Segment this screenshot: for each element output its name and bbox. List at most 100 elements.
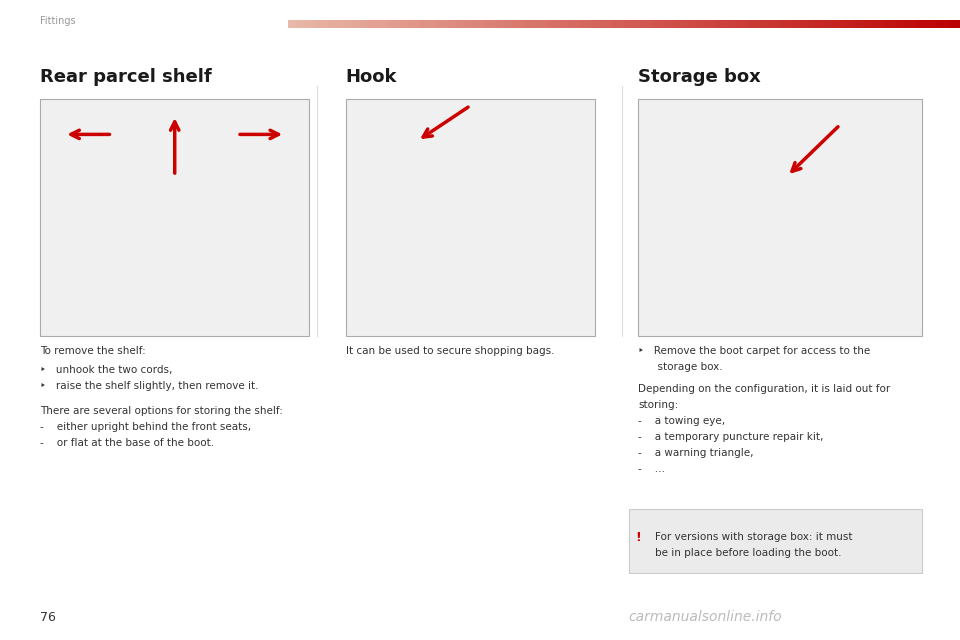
Bar — [300, 20, 305, 28]
Bar — [462, 20, 468, 28]
Bar — [753, 20, 759, 28]
Bar — [843, 20, 849, 28]
Bar — [490, 20, 496, 28]
Bar — [630, 20, 636, 28]
Bar — [943, 20, 949, 28]
Bar — [932, 20, 939, 28]
Bar — [294, 20, 300, 28]
Bar — [444, 20, 451, 28]
Bar — [333, 20, 340, 28]
Bar — [367, 20, 372, 28]
Bar — [798, 20, 804, 28]
Bar — [641, 20, 647, 28]
Bar — [719, 20, 726, 28]
Bar — [926, 20, 933, 28]
Bar — [674, 20, 681, 28]
Bar — [573, 20, 580, 28]
Bar — [484, 20, 491, 28]
Text: Rear parcel shelf: Rear parcel shelf — [40, 68, 212, 86]
Bar — [904, 20, 910, 28]
Text: ‣   unhook the two cords,: ‣ unhook the two cords, — [40, 365, 173, 375]
Bar — [826, 20, 832, 28]
Bar — [697, 20, 704, 28]
Bar — [865, 20, 872, 28]
Bar — [747, 20, 754, 28]
Bar — [507, 20, 513, 28]
Bar — [411, 20, 418, 28]
Text: -    a warning triangle,: - a warning triangle, — [638, 448, 754, 458]
Text: For versions with storage box: it must: For versions with storage box: it must — [655, 532, 852, 543]
Bar — [713, 20, 720, 28]
Bar — [540, 20, 546, 28]
Bar — [377, 20, 384, 28]
Bar — [725, 20, 732, 28]
Bar — [551, 20, 558, 28]
Bar — [848, 20, 854, 28]
Bar — [529, 20, 536, 28]
Bar — [731, 20, 737, 28]
Bar — [780, 20, 787, 28]
Text: ‣   Remove the boot carpet for access to the: ‣ Remove the boot carpet for access to t… — [638, 346, 871, 356]
Bar — [439, 20, 445, 28]
Bar — [310, 20, 317, 28]
Bar — [428, 20, 435, 28]
Bar — [804, 20, 810, 28]
Bar — [814, 20, 821, 28]
Bar — [853, 20, 860, 28]
Bar — [456, 20, 463, 28]
Bar — [741, 20, 748, 28]
Bar — [899, 20, 905, 28]
Bar — [596, 20, 603, 28]
Bar — [636, 20, 641, 28]
Bar — [316, 20, 323, 28]
Bar — [400, 20, 406, 28]
Bar — [669, 20, 675, 28]
Bar — [450, 20, 457, 28]
Bar — [478, 20, 485, 28]
Text: Depending on the configuration, it is laid out for: Depending on the configuration, it is la… — [638, 384, 891, 394]
Bar — [618, 20, 625, 28]
Bar — [663, 20, 670, 28]
Bar — [775, 20, 781, 28]
Bar — [871, 20, 876, 28]
Bar — [590, 20, 597, 28]
Bar — [434, 20, 440, 28]
Bar — [523, 20, 530, 28]
Bar — [517, 20, 524, 28]
Bar — [652, 20, 659, 28]
Bar — [305, 20, 311, 28]
Bar — [383, 20, 390, 28]
Bar — [405, 20, 412, 28]
Bar — [792, 20, 799, 28]
Bar — [612, 20, 619, 28]
Bar — [736, 20, 743, 28]
Text: 76: 76 — [40, 611, 57, 624]
Text: ‣   raise the shelf slightly, then remove it.: ‣ raise the shelf slightly, then remove … — [40, 381, 259, 391]
Bar — [859, 20, 866, 28]
Text: Storage box: Storage box — [638, 68, 761, 86]
Bar — [557, 20, 564, 28]
Bar — [472, 20, 479, 28]
Bar — [322, 20, 328, 28]
Bar — [389, 20, 396, 28]
Bar — [887, 20, 894, 28]
Text: It can be used to secure shopping bags.: It can be used to secure shopping bags. — [346, 346, 554, 356]
Text: carmanualsonline.info: carmanualsonline.info — [629, 610, 782, 624]
Text: -    ...: - ... — [638, 464, 665, 474]
Bar — [501, 20, 507, 28]
Bar — [629, 509, 922, 573]
Bar — [764, 20, 771, 28]
Bar — [831, 20, 838, 28]
Text: -    a temporary puncture repair kit,: - a temporary puncture repair kit, — [638, 432, 824, 442]
Bar — [512, 20, 518, 28]
Bar — [770, 20, 776, 28]
Text: -    or flat at the base of the boot.: - or flat at the base of the boot. — [40, 438, 214, 449]
Bar — [361, 20, 368, 28]
Bar — [910, 20, 916, 28]
Bar — [422, 20, 429, 28]
Bar — [646, 20, 653, 28]
Bar — [658, 20, 664, 28]
Bar — [579, 20, 586, 28]
Bar — [881, 20, 888, 28]
Bar — [535, 20, 541, 28]
